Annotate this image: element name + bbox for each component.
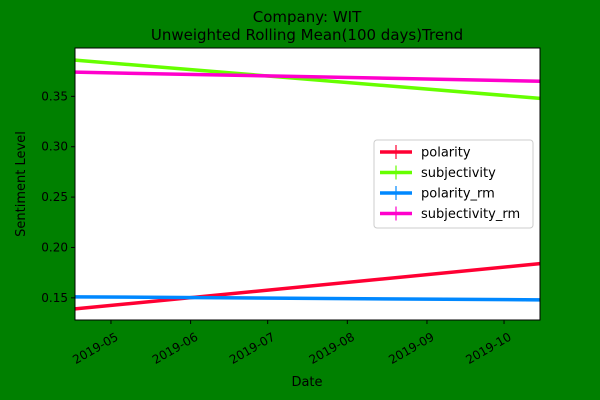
series-line-polarity-rm <box>74 295 541 302</box>
legend: polarity subjectivity polarity_rm subjectiv… <box>373 139 534 229</box>
x-tick-label: 2019-08 <box>307 330 357 367</box>
y-tick-label: 0.30 <box>41 140 68 154</box>
chart-title: Company: WIT <box>253 8 362 26</box>
y-tick-label: 0.20 <box>41 240 68 254</box>
legend-item-subjectivity: subjectivity <box>380 165 496 181</box>
x-axis-label: Date <box>291 375 322 390</box>
series-line-subjectivity-rm <box>74 70 541 83</box>
plot-frame <box>74 47 541 321</box>
chart-subtitle: Unweighted Rolling Mean(100 days)Trend <box>151 26 463 44</box>
y-axis-label: Sentiment Level <box>14 131 29 237</box>
legend-item-polarity-rm: polarity_rm <box>380 186 495 202</box>
legend-label: polarity <box>421 146 471 161</box>
x-tick-label: 2019-10 <box>463 330 513 367</box>
x-axis-ticks: 2019-05 2019-06 2019-07 2019-08 2019-09 2019-… <box>70 320 514 367</box>
x-tick-label: 2019-06 <box>150 330 200 367</box>
legend-label: subjectivity_rm <box>421 207 520 222</box>
y-tick-label: 0.15 <box>41 291 68 305</box>
y-axis-ticks: 0.15 0.20 0.25 0.30 0.35 <box>41 89 75 305</box>
series-lines <box>74 58 541 311</box>
legend-box <box>373 139 534 229</box>
legend-label: polarity_rm <box>421 187 495 202</box>
series-line-subjectivity <box>74 58 541 101</box>
series-line-polarity <box>74 261 541 311</box>
legend-item-polarity: polarity <box>380 145 471 161</box>
x-tick-label: 2019-05 <box>70 330 120 367</box>
legend-item-subjectivity-rm: subjectivity_rm <box>380 206 520 222</box>
legend-label: subjectivity <box>421 166 496 181</box>
x-tick-label: 2019-07 <box>227 330 277 367</box>
x-tick-label: 2019-09 <box>386 330 436 367</box>
y-tick-label: 0.25 <box>41 190 68 204</box>
y-tick-label: 0.35 <box>41 89 68 103</box>
